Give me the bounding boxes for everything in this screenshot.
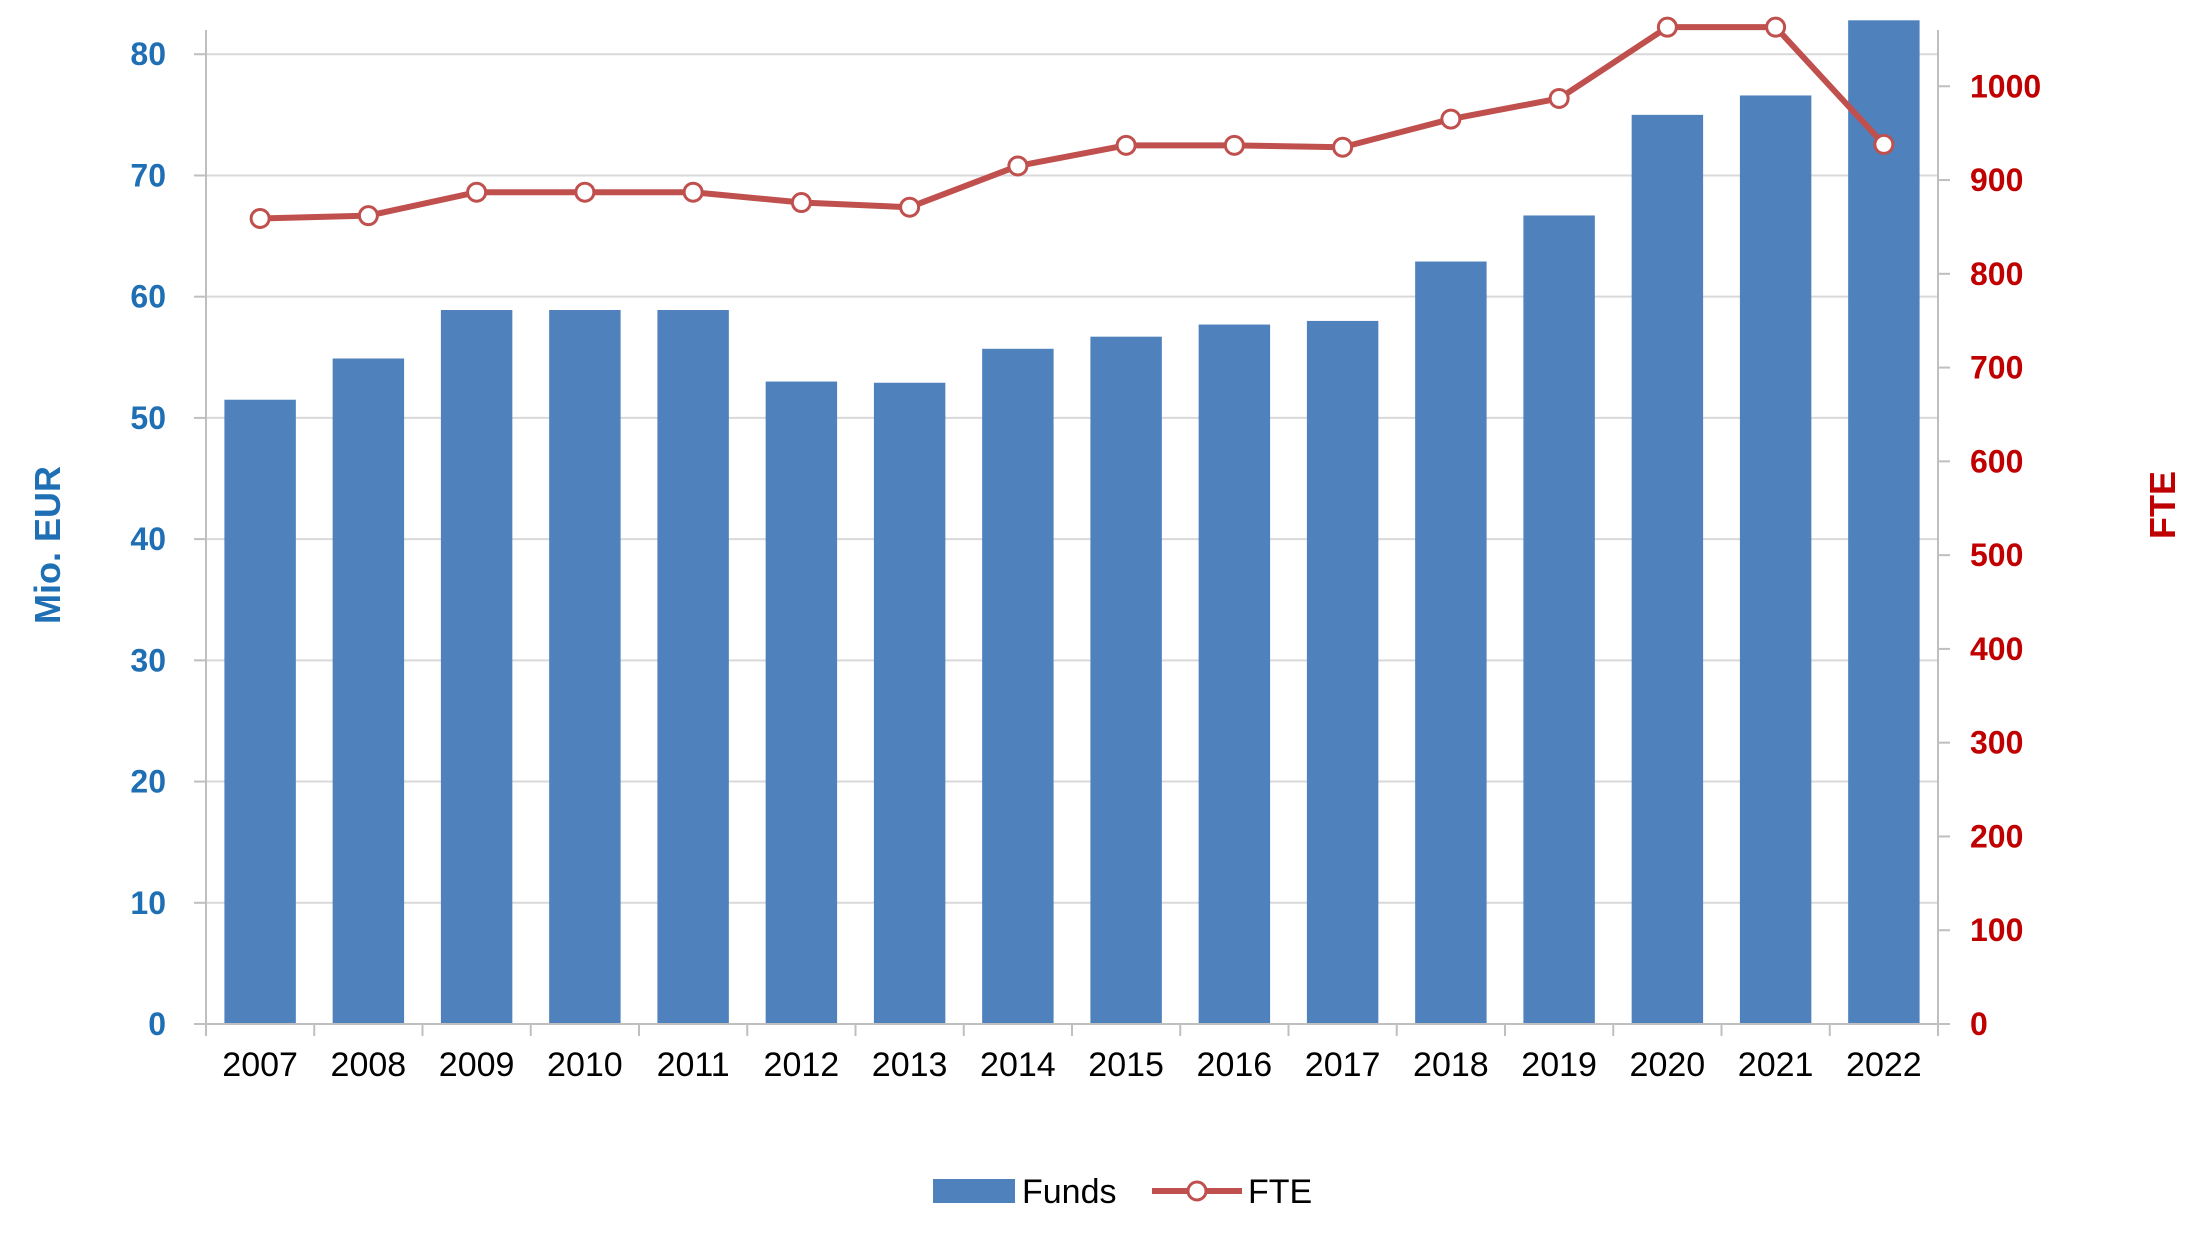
legend-fte-marker <box>1186 1180 1208 1202</box>
funds-bars <box>224 20 1920 1025</box>
fte-point <box>899 196 921 218</box>
fte-point <box>1332 136 1354 158</box>
funds-bar <box>1090 336 1162 1024</box>
funds-bar <box>549 310 621 1024</box>
left-tick-label: 50 <box>130 400 166 436</box>
funds-bar <box>440 310 513 1024</box>
x-tick-label: 2012 <box>764 1046 840 1084</box>
right-tick-label: 700 <box>1970 350 2023 386</box>
funds-bar <box>1739 95 1812 1024</box>
fte-point <box>249 207 271 229</box>
x-tick-label: 2016 <box>1197 1046 1273 1084</box>
right-tick-label: 400 <box>1970 631 2023 667</box>
funds-bar <box>982 348 1054 1024</box>
left-tick-label: 0 <box>148 1006 166 1042</box>
fte-point <box>682 181 704 203</box>
right-tick-label: 500 <box>1970 537 2023 573</box>
funds-bar <box>1198 324 1271 1024</box>
left-tick-label: 40 <box>130 521 166 557</box>
funds-bar <box>1415 261 1487 1024</box>
funds-bar <box>1306 320 1379 1024</box>
left-tick-label: 60 <box>130 279 166 315</box>
x-tick-label: 2013 <box>872 1046 948 1084</box>
funds-bar <box>765 381 838 1024</box>
x-tick-label: 2011 <box>657 1046 730 1084</box>
funds-bar <box>1848 20 1920 1025</box>
fte-point <box>1548 87 1570 109</box>
right-tick-label: 100 <box>1970 912 2023 948</box>
right-axis-title: FTE <box>2142 471 2183 539</box>
x-tick-label: 2019 <box>1521 1046 1597 1084</box>
right-tick-label: 1000 <box>1970 68 2041 104</box>
fte-point <box>1440 108 1462 130</box>
legend-funds-swatch <box>933 1179 1015 1203</box>
fte-series-line <box>260 24 1887 222</box>
fte-point <box>1656 16 1678 38</box>
axes <box>205 30 1939 1036</box>
legend-fte-label: FTE <box>1248 1173 1312 1211</box>
right-tick-label: 200 <box>1970 818 2023 854</box>
x-tick-label: 2018 <box>1413 1046 1489 1084</box>
right-tick-label: 800 <box>1970 256 2023 292</box>
right-tick-label: 0 <box>1970 1006 1988 1042</box>
tick-labels: 0102030405060708001002003004005006007008… <box>130 36 2041 1084</box>
funds-bar <box>1631 114 1704 1025</box>
fte-point <box>1223 134 1245 156</box>
x-tick-label: 2021 <box>1738 1046 1814 1084</box>
left-tick-label: 70 <box>130 157 166 193</box>
left-tick-label: 80 <box>130 36 166 72</box>
funds-bar <box>224 399 296 1025</box>
legend-funds-label: Funds <box>1022 1173 1117 1211</box>
fte-point <box>1765 16 1787 38</box>
funds-bar <box>332 358 405 1024</box>
x-tick-label: 2008 <box>331 1046 407 1084</box>
x-tick-label: 2020 <box>1630 1046 1706 1084</box>
x-tick-label: 2015 <box>1088 1046 1164 1084</box>
x-tick-label: 2010 <box>547 1046 623 1084</box>
x-tick-label: 2017 <box>1305 1046 1381 1084</box>
fte-point <box>466 181 488 203</box>
funds-bar <box>873 382 946 1024</box>
funds-bar <box>1523 215 1595 1025</box>
left-tick-label: 30 <box>130 642 166 678</box>
right-tick-label: 600 <box>1970 443 2023 479</box>
x-tick-label: 2007 <box>222 1046 298 1084</box>
fte-point <box>574 181 596 203</box>
funds-bar <box>657 310 729 1024</box>
left-tick-label: 10 <box>130 885 166 921</box>
fte-point <box>790 192 812 214</box>
x-tick-label: 2022 <box>1846 1046 1922 1084</box>
fte-line <box>249 16 1895 229</box>
fte-point <box>1873 133 1895 155</box>
fte-point <box>1007 155 1029 177</box>
fte-point <box>357 205 379 227</box>
left-tick-label: 20 <box>130 764 166 800</box>
fte-point <box>1115 134 1137 156</box>
x-tick-label: 2009 <box>439 1046 515 1084</box>
x-tick-label: 2014 <box>980 1046 1056 1084</box>
legend: Funds FTE <box>933 1173 1312 1211</box>
left-axis-title: Mio. EUR <box>27 466 68 624</box>
right-tick-label: 900 <box>1970 162 2023 198</box>
right-tick-label: 300 <box>1970 725 2023 761</box>
